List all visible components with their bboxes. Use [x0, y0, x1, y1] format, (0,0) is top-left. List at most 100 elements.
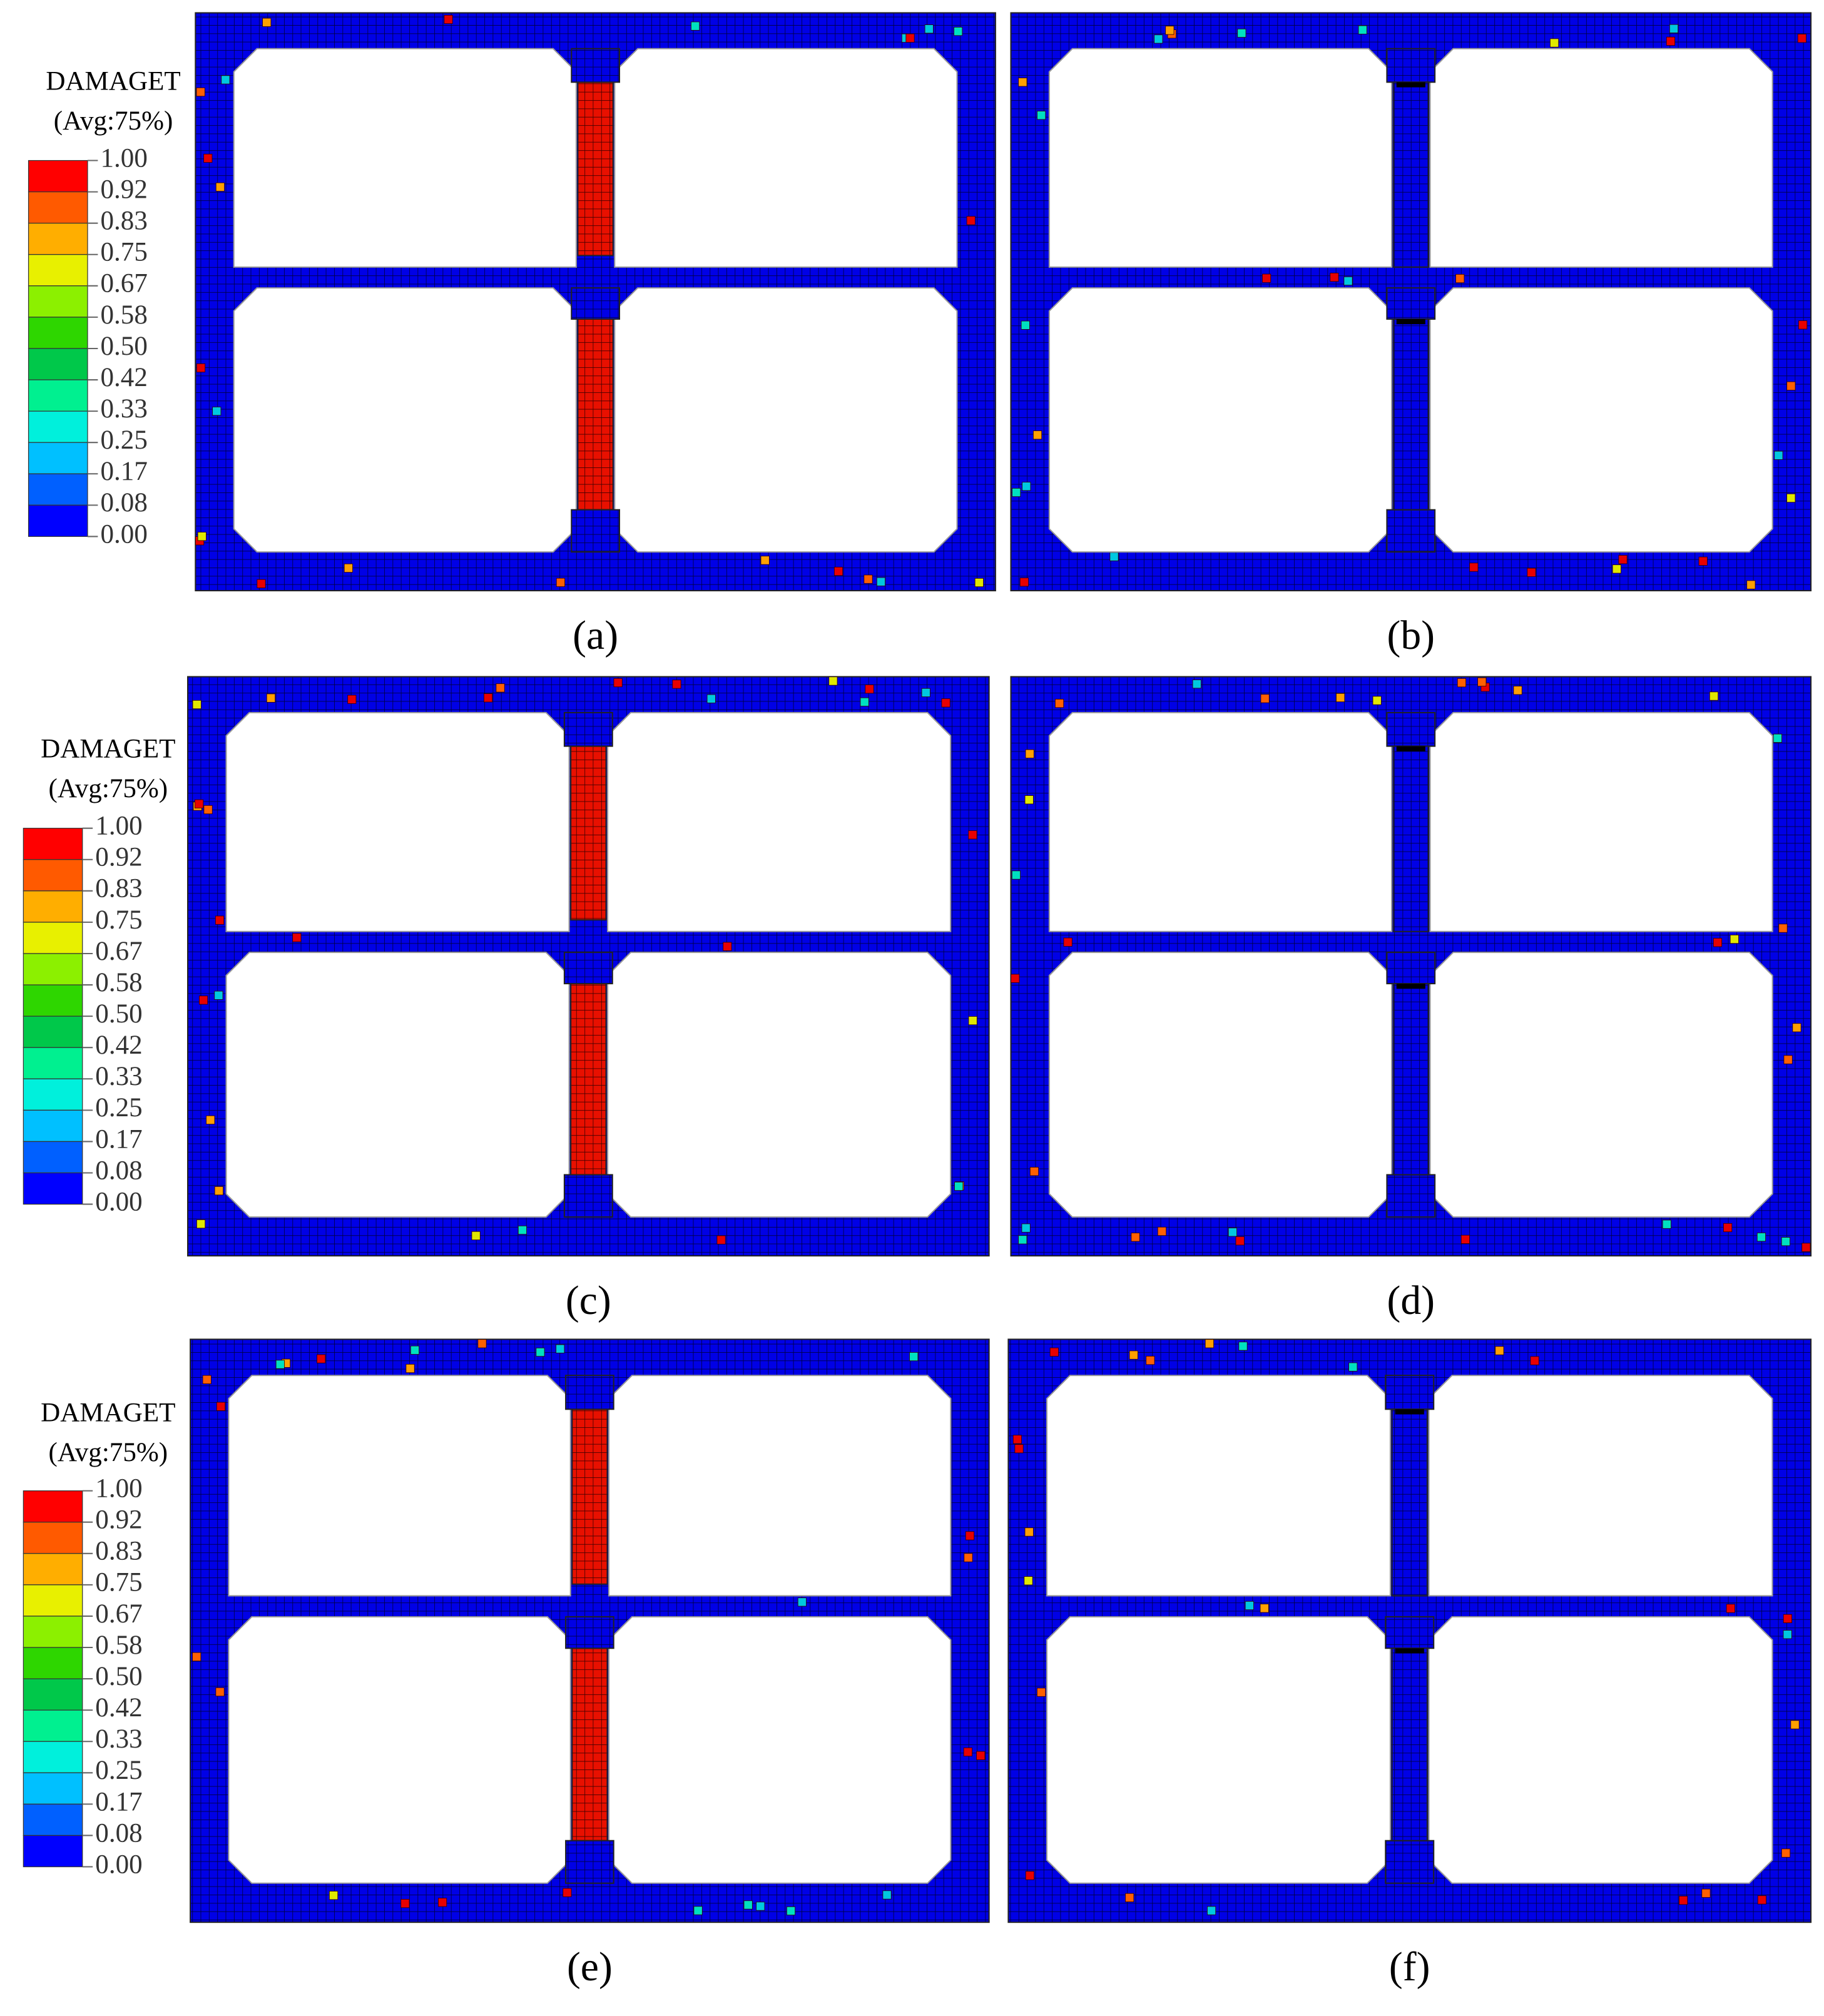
damage-cell: [909, 1352, 919, 1362]
legend-swatch: [23, 1772, 83, 1805]
damage-cell: [196, 1219, 206, 1229]
legend-level: 0.17: [100, 457, 147, 486]
column: [1391, 1408, 1428, 1597]
damage-cell: [203, 153, 213, 163]
damage-cell: [197, 532, 206, 541]
legend-swatch: [23, 1078, 83, 1111]
damage-cell: [1157, 1226, 1167, 1236]
damage-cell: [1774, 451, 1783, 460]
legend-title: DAMAGET: [41, 1398, 175, 1427]
column-base: [565, 1840, 614, 1884]
damage-cell: [964, 1553, 973, 1562]
legend-swatch: [23, 1553, 83, 1586]
damage-cell: [1469, 563, 1479, 572]
damage-cell: [471, 1231, 481, 1240]
damage-cell: [1801, 1243, 1811, 1252]
damage-cell: [1022, 482, 1031, 491]
damage-cell: [1778, 924, 1788, 933]
legend-swatch: [28, 473, 88, 506]
damage-cell: [1358, 25, 1367, 34]
legend-level: 0.83: [95, 1537, 142, 1566]
column: [1392, 81, 1429, 268]
damage-cell: [410, 1345, 420, 1355]
opening: [607, 952, 952, 1218]
damage-cell: [347, 695, 357, 704]
bearing: [1396, 82, 1425, 88]
opening: [233, 287, 577, 553]
damage-cell: [1037, 1688, 1046, 1697]
damage-cell: [756, 1901, 765, 1911]
legend-level: 0.75: [100, 238, 147, 267]
legend-swatch: [23, 1647, 83, 1679]
damage-cell: [517, 1225, 527, 1235]
legend-level: 0.33: [95, 1062, 142, 1091]
damaged-column: [570, 745, 607, 921]
damage-cell: [1698, 556, 1708, 566]
opening: [1429, 952, 1773, 1218]
damage-cell: [1343, 276, 1353, 286]
panel: (c): [187, 676, 990, 1323]
damage-cell: [693, 1906, 703, 1915]
damage-cell: [1012, 487, 1021, 497]
legend-level: 0.00: [100, 519, 147, 549]
damage-cell: [1746, 580, 1756, 589]
damage-cell: [202, 1375, 211, 1384]
damage-cell: [1618, 555, 1628, 564]
legend-level: 0.67: [100, 269, 147, 298]
damage-cell: [275, 1360, 285, 1369]
opening: [1048, 952, 1393, 1218]
damage-cell: [954, 27, 963, 36]
column: [1391, 1647, 1428, 1841]
damage-cell: [1723, 1223, 1733, 1233]
legend-swatch: [28, 504, 88, 537]
bearing: [1396, 746, 1425, 751]
damage-cell: [203, 805, 213, 815]
damage-cell: [1372, 696, 1382, 705]
damage-cell: [1336, 693, 1345, 703]
legend-level: 0.08: [95, 1818, 142, 1848]
legend-swatch: [28, 254, 88, 287]
panel-label: (b): [1387, 613, 1435, 658]
damage-cell: [1049, 1347, 1059, 1357]
legend-level: 0.75: [95, 905, 142, 935]
damaged-column: [571, 1408, 608, 1585]
damage-cell: [215, 182, 225, 191]
opening: [225, 711, 570, 932]
damage-cell: [1781, 1237, 1790, 1246]
damage-cell: [1037, 111, 1046, 120]
column-head: [1386, 711, 1436, 747]
column-base: [1385, 1840, 1435, 1884]
damage-cell: [1238, 1341, 1248, 1351]
legend-swatch: [28, 442, 88, 474]
legend-swatch: [23, 1616, 83, 1648]
damage-cell: [1014, 1444, 1024, 1453]
damage-cell: [1679, 1896, 1688, 1905]
opening: [1429, 711, 1773, 932]
damage-cell: [965, 1531, 975, 1540]
damage-cell: [1455, 274, 1465, 283]
column-base: [571, 509, 621, 553]
damage-cell: [212, 407, 222, 416]
legend-swatch: [23, 890, 83, 923]
opening: [1428, 1375, 1773, 1597]
legend-level: 1.00: [95, 812, 142, 841]
damage-cell: [344, 563, 353, 573]
damage-cell: [743, 1900, 753, 1910]
column: [1392, 983, 1429, 1176]
damage-cell: [828, 676, 838, 686]
damage-cell: [1063, 937, 1072, 947]
damage-cell: [1549, 38, 1559, 48]
legend-swatch: [23, 1016, 83, 1048]
column-head: [1386, 952, 1436, 985]
legend-subtitle: (Avg:75%): [54, 106, 173, 136]
damage-cell: [1024, 1527, 1034, 1537]
opening: [607, 711, 952, 932]
panel-label: (e): [567, 1944, 613, 1990]
damage-cell: [1109, 552, 1119, 561]
damage-cell: [444, 14, 453, 24]
legend-swatch: [23, 1584, 83, 1617]
legend-swatch: [23, 828, 83, 860]
damage-cell: [1011, 974, 1020, 983]
legend-level: 0.33: [100, 394, 147, 424]
damage-cell: [968, 1016, 977, 1026]
